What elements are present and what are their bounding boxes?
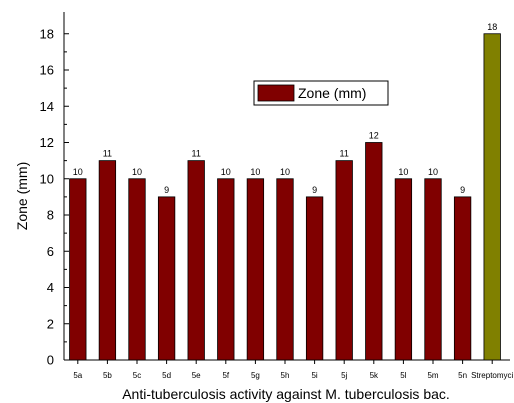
data-label: 11 bbox=[192, 149, 201, 159]
x-tick-label: 5a bbox=[73, 371, 82, 380]
y-tick-label: 10 bbox=[40, 171, 54, 186]
y-tick-label: 6 bbox=[47, 244, 54, 259]
data-label: 9 bbox=[164, 185, 169, 195]
bar bbox=[157, 196, 176, 361]
y-tick-label: 12 bbox=[40, 135, 54, 150]
x-tick-label: 5j bbox=[341, 371, 347, 380]
y-tick-label: 14 bbox=[40, 99, 54, 114]
y-axis-title: Zone (mm) bbox=[14, 162, 30, 230]
bar bbox=[98, 160, 117, 361]
x-tick-label: 5b bbox=[103, 371, 112, 380]
bar bbox=[365, 142, 383, 361]
x-tick-label: 5h bbox=[281, 371, 290, 380]
y-tick-label: 18 bbox=[40, 26, 54, 41]
x-axis-title: Anti-tuberculosis activity against M. tu… bbox=[122, 386, 450, 402]
data-label: 18 bbox=[487, 22, 497, 32]
bar bbox=[276, 178, 294, 361]
data-label: 10 bbox=[132, 167, 142, 177]
x-tick-label: 5e bbox=[192, 371, 201, 380]
bar bbox=[217, 178, 235, 361]
data-label: 9 bbox=[460, 185, 465, 195]
x-tick-label: 5f bbox=[222, 371, 229, 380]
bar bbox=[394, 178, 413, 361]
bar bbox=[424, 178, 442, 361]
data-label: 10 bbox=[428, 167, 438, 177]
data-label: 12 bbox=[369, 131, 379, 141]
x-tick-label: 5k bbox=[370, 371, 379, 380]
bar bbox=[69, 178, 87, 361]
bar bbox=[246, 178, 265, 361]
x-tick-label: 5m bbox=[427, 371, 438, 380]
bar bbox=[453, 196, 472, 361]
data-label: 9 bbox=[312, 185, 317, 195]
bar bbox=[128, 178, 146, 361]
x-tick-label: 5d bbox=[162, 371, 171, 380]
bar bbox=[305, 196, 324, 361]
data-label: 11 bbox=[103, 149, 112, 159]
x-tick-label: 5l bbox=[400, 371, 406, 380]
legend-swatch bbox=[257, 84, 295, 102]
x-axis: 5a 5b 5c 5d 5e 5f 5g 5h 5i 5j 5k 5l 5m 5n Streptomyci bbox=[73, 360, 514, 380]
data-label: 10 bbox=[73, 167, 83, 177]
y-axis: 0 2 4 6 8 10 12 14 16 18 bbox=[40, 26, 69, 368]
x-tick-label: 5n bbox=[458, 371, 467, 380]
bar bbox=[483, 33, 501, 361]
data-label: 10 bbox=[221, 167, 231, 177]
x-tick-label: 5i bbox=[311, 371, 317, 380]
y-tick-label: 2 bbox=[47, 316, 54, 331]
y-tick-label: 4 bbox=[47, 280, 54, 295]
x-tick-label: Streptomyci bbox=[471, 371, 513, 380]
x-tick-label: 5c bbox=[133, 371, 141, 380]
data-label: 10 bbox=[398, 167, 408, 177]
data-label: 10 bbox=[280, 167, 290, 177]
y-tick-label: 0 bbox=[47, 353, 54, 368]
legend-label: Zone (mm) bbox=[298, 85, 366, 101]
bar bbox=[187, 160, 205, 361]
bar bbox=[335, 160, 353, 361]
x-tick-label: 5g bbox=[251, 371, 260, 380]
y-tick-label: 8 bbox=[47, 208, 54, 223]
data-label: 11 bbox=[340, 149, 349, 159]
y-tick-label: 16 bbox=[40, 63, 54, 78]
data-label: 10 bbox=[250, 167, 260, 177]
data-labels: 10 11 10 9 11 10 10 10 9 11 12 10 10 9 18 bbox=[73, 22, 497, 195]
legend: Zone (mm) bbox=[253, 80, 389, 106]
